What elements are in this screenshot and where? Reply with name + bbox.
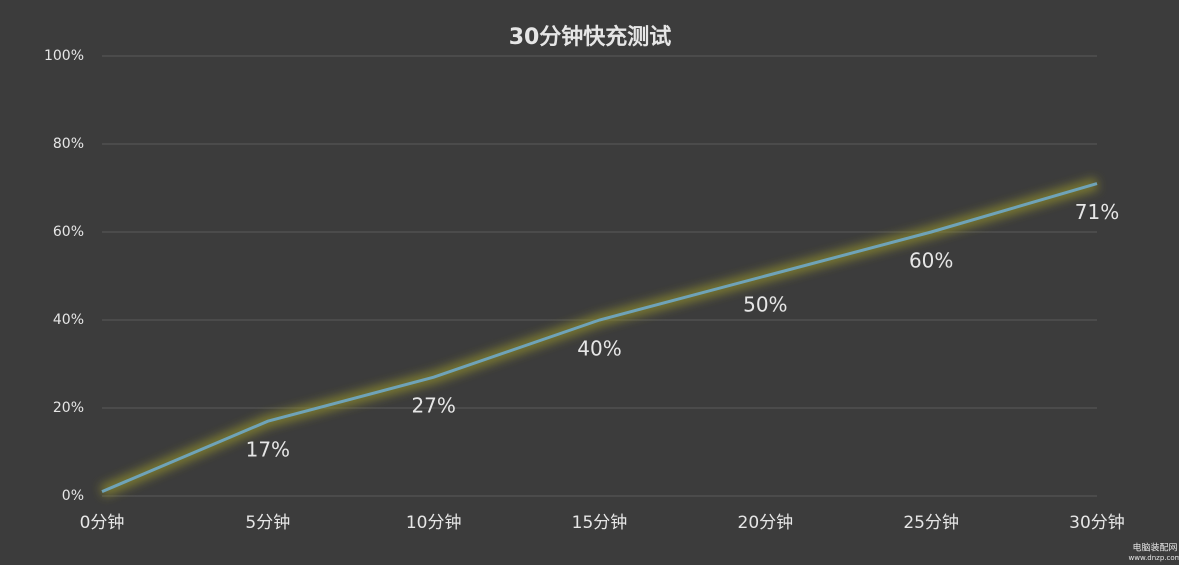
y-tick-label: 60% [53,224,84,240]
chart-title: 30分钟快充测试 [509,24,672,50]
data-label: 40% [577,337,621,361]
y-tick-label: 0% [62,488,84,504]
data-label: 60% [909,249,953,273]
line [101,182,1098,493]
watermark: www.dnzp.com [1129,554,1179,562]
x-tick-label: 5分钟 [245,513,290,533]
watermark: 电脑装配网 [1132,542,1177,554]
data-label: 17% [246,438,290,462]
y-tick-label: 40% [53,312,84,328]
y-tick-label: 80% [53,136,84,152]
x-tick-label: 10分钟 [406,513,462,533]
x-tick-label: 25分钟 [903,513,959,533]
y-tick-label: 100% [44,48,84,64]
data-label: 50% [743,293,787,317]
x-tick-label: 30分钟 [1069,513,1125,533]
y-tick-label: 20% [53,400,84,416]
x-tick-label: 20分钟 [738,513,794,533]
x-tick-label: 15分钟 [572,513,628,533]
data-label: 27% [411,394,455,418]
data-label: 71% [1075,200,1119,224]
x-tick-label: 0分钟 [80,513,125,533]
